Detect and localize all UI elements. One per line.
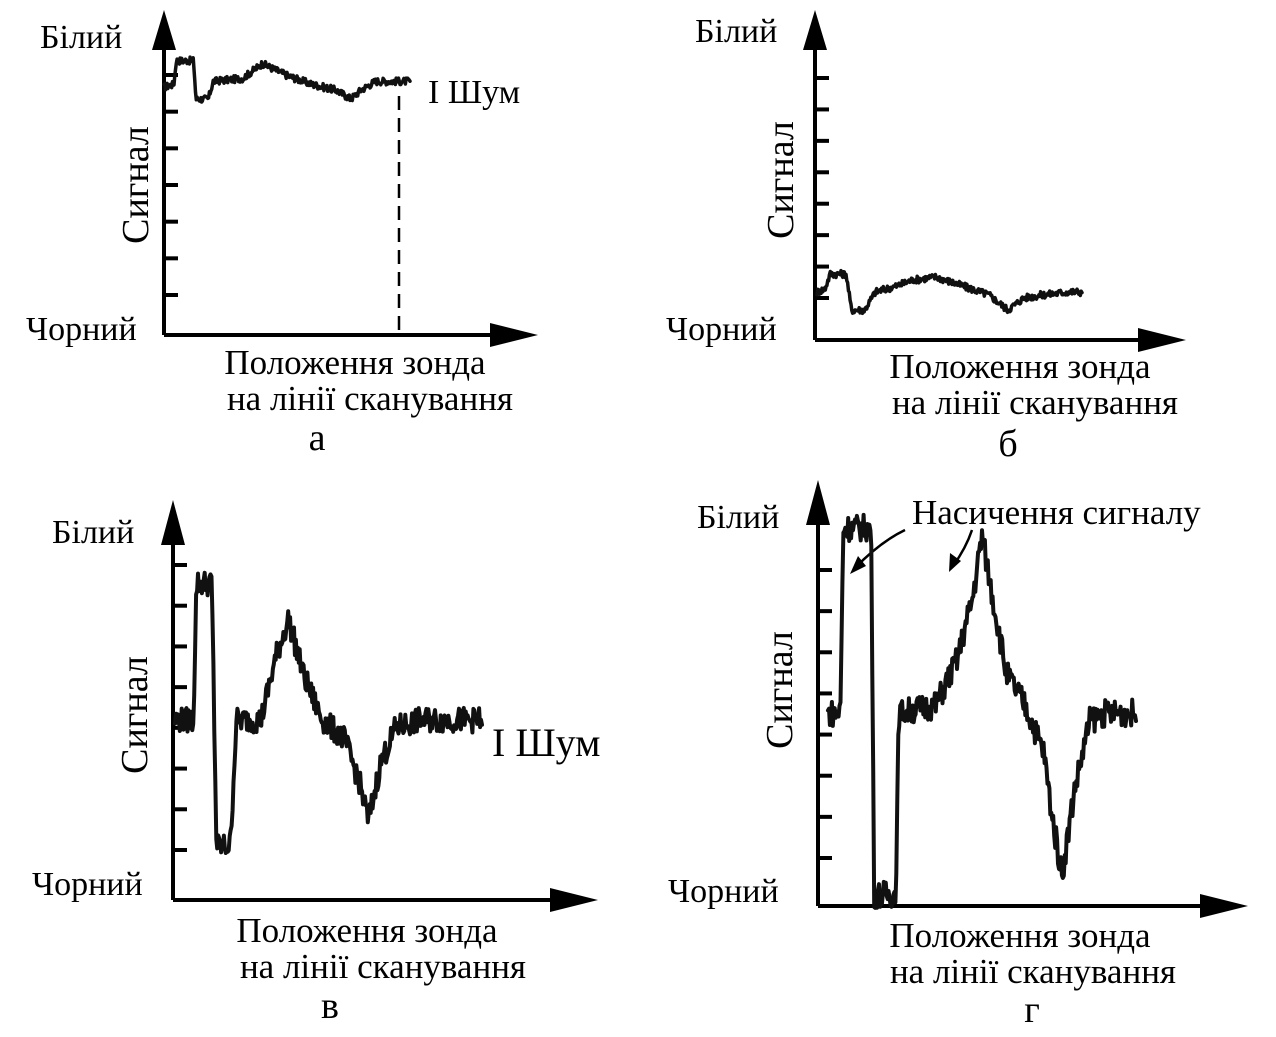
noise-annotation: I Шум (428, 74, 520, 111)
y-axis-label: Сигнал (114, 656, 156, 774)
signal-line (815, 268, 1084, 316)
y-top-label: Білий (40, 19, 122, 56)
y-top-label: Білий (697, 499, 779, 536)
y-axis-arrow (806, 480, 830, 525)
y-bottom-label: Чорний (26, 311, 137, 348)
panel-letter: в (321, 985, 339, 1027)
x-axis-arrow (1200, 894, 1248, 918)
x-axis-label-line1: Положення зонда (224, 343, 486, 382)
y-bottom-label: Чорний (32, 866, 143, 903)
y-ticks (815, 76, 829, 300)
saturation-annotation: Насичення сигналу (912, 493, 1201, 532)
y-axis-label: Сигнал (759, 631, 801, 749)
y-axis-arrow (152, 10, 176, 50)
chart-panel-d: Білий Чорний Сигнал Положення зонда на л… (668, 480, 1248, 1031)
chart-panel-b: Білий Чорний Сигнал Положення зонда на л… (666, 10, 1186, 465)
y-top-label: Білий (695, 13, 777, 50)
signal-line (173, 570, 484, 855)
x-axis-label-line2: на лінії сканування (240, 947, 526, 986)
x-axis-label-line1: Положення зонда (889, 916, 1151, 955)
y-axis-arrow (161, 500, 185, 545)
noise-annotation: I Шум (492, 720, 600, 765)
x-axis-arrow (550, 888, 598, 912)
panel-letter: а (309, 417, 326, 459)
chart-panel-a: Білий Чорний Сигнал Положення зонда на л… (26, 10, 538, 459)
y-top-label: Білий (52, 514, 134, 551)
panel-letter: б (998, 423, 1017, 465)
x-axis-arrow (490, 323, 538, 347)
x-axis-arrow (1138, 328, 1186, 352)
y-bottom-label: Чорний (666, 311, 777, 348)
x-axis-label-line1: Положення зонда (889, 347, 1151, 386)
y-bottom-label: Чорний (668, 873, 779, 910)
y-axis-label: Сигнал (760, 121, 802, 239)
x-axis-label-line1: Положення зонда (236, 911, 498, 950)
y-ticks (164, 73, 178, 297)
x-axis-label-line2: на лінії сканування (892, 383, 1178, 422)
panel-letter: г (1024, 989, 1040, 1031)
signal-line (162, 55, 412, 104)
saturation-arrowhead-right (949, 553, 961, 572)
saturation-arrowhead-left (850, 556, 866, 574)
chart-panel-c: Білий Чорний Сигнал Положення зонда на л… (32, 500, 600, 1027)
y-ticks (818, 568, 832, 860)
y-axis-label: Сигнал (115, 126, 157, 244)
y-axis-arrow (803, 10, 827, 50)
x-axis-label-line2: на лінії сканування (227, 379, 513, 418)
x-axis-label-line2: на лінії сканування (890, 952, 1176, 991)
signal-line (826, 512, 1138, 910)
